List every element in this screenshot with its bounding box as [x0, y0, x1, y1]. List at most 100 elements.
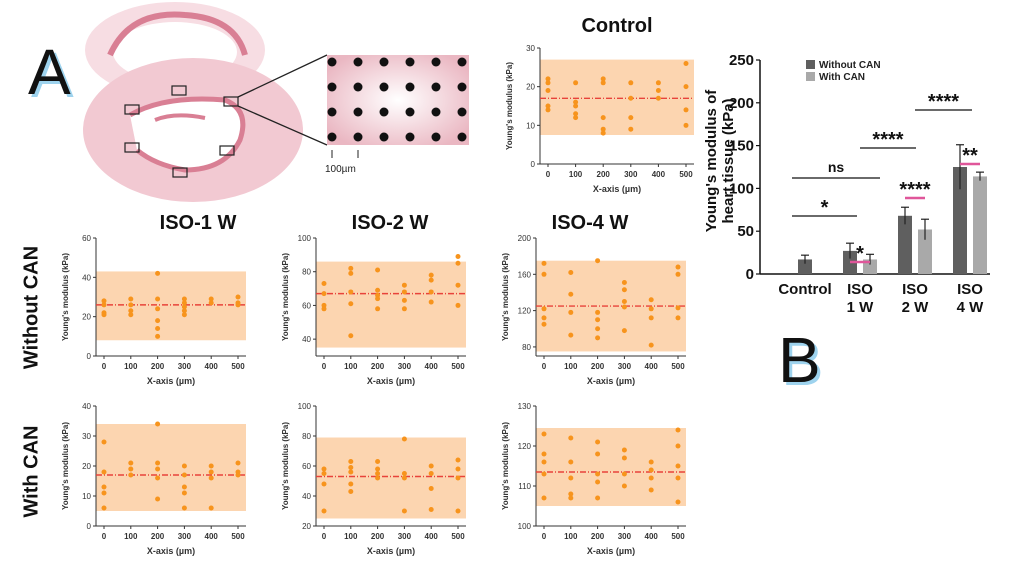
x-tick-label: 400: [205, 532, 219, 541]
legend-swatch: [806, 72, 815, 81]
y-tick-label: 100: [518, 522, 532, 531]
data-point: [455, 302, 461, 308]
data-point: [401, 297, 407, 303]
data-point: [128, 302, 134, 308]
x-tick-label: 300: [618, 532, 632, 541]
x-tick-label: 200: [151, 362, 165, 371]
data-point: [348, 459, 354, 464]
x-tick-label: 300: [178, 532, 192, 541]
indentation-dot: [431, 107, 441, 117]
data-point: [208, 469, 214, 475]
x-tick-label: 0: [322, 532, 327, 541]
data-point: [401, 475, 407, 481]
scale-bar-label: 100µm: [325, 164, 356, 175]
indentation-dot: [431, 57, 441, 67]
data-point: [675, 427, 681, 433]
x-tick-label: 400: [645, 532, 659, 541]
x-axis-label: X-axis (µm): [367, 376, 415, 386]
data-point: [155, 325, 161, 331]
data-point: [101, 505, 107, 511]
data-point: [545, 88, 551, 94]
y-tick-label: 10: [526, 121, 535, 130]
significance-label: *: [856, 243, 864, 265]
data-point: [428, 277, 434, 283]
x-tick-label: 500: [451, 532, 465, 541]
data-point: [545, 103, 551, 109]
category-label: ISO 1 W: [847, 281, 875, 316]
significance-label: ns: [828, 159, 845, 175]
chart-summary-bars: 0 50 100 150 200 250 Young's modulus ofheart t…: [703, 52, 990, 316]
data-point: [568, 291, 574, 297]
data-point: [675, 499, 681, 505]
legend-swatch: [806, 60, 815, 69]
legend-entry: With CAN: [819, 72, 865, 83]
x-tick-label: 0: [322, 362, 327, 371]
data-point: [541, 321, 547, 327]
y-tick-label: 60: [302, 301, 311, 310]
data-point: [401, 471, 407, 476]
data-point: [621, 328, 627, 334]
y-axis-label: Young's modulus (kPa): [61, 253, 70, 341]
data-point: [675, 475, 681, 481]
data-point: [621, 299, 627, 305]
x-axis-label: X-axis (µm): [147, 546, 195, 556]
x-tick-label: 100: [569, 170, 583, 179]
indentation-dot: [379, 57, 389, 67]
data-point: [621, 483, 627, 489]
data-point: [321, 466, 327, 472]
data-point: [375, 471, 381, 476]
x-tick-label: 100: [344, 532, 358, 541]
x-tick-label: 200: [371, 532, 385, 541]
data-point: [655, 88, 661, 94]
indentation-dot: [457, 132, 467, 142]
left-ventricle-wall: [128, 96, 246, 173]
data-point: [545, 107, 551, 113]
indentation-dot: [457, 107, 467, 117]
data-point: [348, 465, 354, 470]
indentation-dot: [327, 132, 337, 142]
data-point: [401, 508, 407, 514]
row-title-with-can: With CAN: [20, 425, 43, 518]
data-point: [321, 508, 327, 514]
indentation-dot: [431, 132, 441, 142]
data-point: [621, 471, 627, 477]
x-axis-label: X-axis (µm): [147, 376, 195, 386]
x-tick-label: 500: [679, 170, 693, 179]
category-label: ISO 4 W: [957, 281, 985, 316]
x-tick-label: 100: [344, 362, 358, 371]
data-point: [101, 484, 107, 490]
data-point: [321, 281, 327, 287]
data-point: [428, 463, 434, 469]
data-point: [155, 496, 161, 502]
x-tick-label: 200: [597, 170, 611, 179]
y-tick-label: 120: [518, 442, 532, 451]
data-point: [573, 111, 579, 117]
data-point: [573, 80, 579, 86]
heart-diagram: 100µm: [83, 2, 469, 202]
x-tick-label: 200: [151, 532, 165, 541]
data-point: [375, 287, 381, 293]
data-point: [541, 459, 547, 465]
data-point: [621, 279, 627, 285]
data-point: [675, 315, 681, 321]
y-tick-label: 50: [737, 223, 754, 240]
data-point: [595, 495, 601, 501]
data-point: [321, 291, 327, 297]
data-point: [621, 287, 627, 293]
data-point: [628, 95, 634, 101]
data-point: [428, 507, 434, 512]
data-point: [683, 60, 689, 66]
legend-entry: Without CAN: [819, 60, 881, 71]
y-tick-label: 80: [302, 432, 311, 441]
data-point: [568, 459, 574, 465]
x-tick-label: 0: [102, 362, 107, 371]
y-tick-label: 30: [526, 44, 535, 53]
data-point: [675, 443, 681, 449]
y-tick-label: 60: [82, 234, 91, 243]
chart-iso1-without-can: 0 20 40 60 0 100 200 300 400 500 X-axis (µm) Young'…: [61, 234, 246, 386]
data-point: [648, 487, 654, 493]
y-tick-label: 30: [82, 432, 91, 441]
data-point: [545, 80, 551, 86]
data-point: [600, 80, 606, 86]
data-point: [155, 475, 161, 481]
